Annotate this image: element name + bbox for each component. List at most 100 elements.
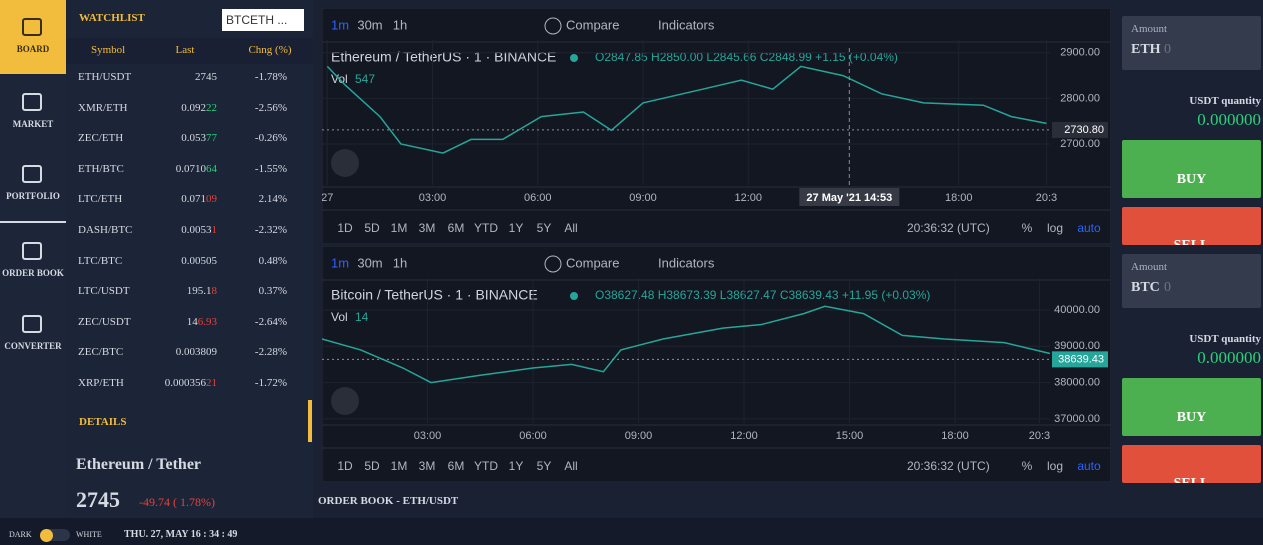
change: -1.78% xyxy=(254,71,287,83)
live-dot xyxy=(570,292,578,300)
range-button: YTD xyxy=(474,221,498,235)
symbol[interactable]: XMR/ETH xyxy=(78,101,128,114)
nav-icon[interactable] xyxy=(22,242,42,260)
watchlist-panel xyxy=(66,0,313,518)
range-button: 1D xyxy=(337,459,353,473)
amount: 0 xyxy=(1164,42,1171,57)
nav-icon[interactable] xyxy=(22,315,42,333)
scrollbar xyxy=(308,400,312,442)
symbol[interactable]: LTC/BTC xyxy=(78,254,123,267)
qty: 0.000000 xyxy=(1197,348,1261,367)
y-tick-label: 40000.00 xyxy=(1054,304,1100,316)
symbol[interactable]: DASH/BTC xyxy=(78,224,133,236)
symbol[interactable]: LTC/ETH xyxy=(78,193,123,206)
symbol[interactable]: ETH/BTC xyxy=(78,162,124,175)
range-button: 1Y xyxy=(509,221,524,235)
nav-label[interactable]: MARKET xyxy=(12,119,54,129)
symbol[interactable]: ZEC/BTC xyxy=(78,346,124,359)
crosshair-label: 27 May '21 14:53 xyxy=(806,192,892,204)
last-price: 0.00505 xyxy=(181,255,217,267)
symbol[interactable]: ETH/USDT xyxy=(78,71,132,83)
tool-button: Indicators xyxy=(658,17,715,32)
toggle-knob[interactable] xyxy=(40,529,53,542)
logo xyxy=(331,149,359,177)
change: -2.56% xyxy=(254,101,287,114)
nav-label[interactable]: BOARD xyxy=(16,44,50,54)
range-button: 5D xyxy=(364,459,380,473)
change: 0.48% xyxy=(258,254,287,267)
buy-button[interactable] xyxy=(1122,140,1261,198)
scale-option: auto xyxy=(1077,459,1101,473)
symbol[interactable]: ZEC/USDT xyxy=(78,315,131,328)
nav-icon[interactable] xyxy=(22,165,42,183)
range-button: 5Y xyxy=(537,221,552,235)
price-main: 0.000356 xyxy=(164,377,206,389)
nav-label[interactable]: CONVERTER xyxy=(4,341,62,351)
volume-value: 547 xyxy=(355,72,375,86)
ohlc: O2847.85 H2850.00 L2845.66 C2848.99 +1.1… xyxy=(595,50,898,64)
chart: 1m 30m 1h Compare Indicators Ethereum / Tethe… xyxy=(322,8,1111,244)
nav-label[interactable]: ORDER BOOK xyxy=(2,268,64,278)
theme-dark[interactable]: DARK xyxy=(9,530,32,539)
nav-icon[interactable] xyxy=(22,18,42,36)
y-tick-label: 39000.00 xyxy=(1054,340,1100,352)
change: -0.26% xyxy=(254,132,287,145)
qty-label: USDT quantity xyxy=(1189,95,1261,107)
range-button: 1M xyxy=(391,221,408,235)
sell-label[interactable]: SELL xyxy=(1122,238,1261,245)
x-tick-label: 15:00 xyxy=(836,430,864,442)
sell-button[interactable] xyxy=(1122,207,1261,245)
buy-label[interactable]: BUY xyxy=(1176,410,1207,425)
symbol[interactable]: XRP/ETH xyxy=(78,377,124,389)
price-main: 0.0710 xyxy=(175,162,206,175)
last-price: 0.071064 xyxy=(176,163,217,175)
price-tail: 77 xyxy=(206,132,217,145)
chart: 1m 30m 1h Compare Indicators Bitcoin / Tether… xyxy=(322,246,1111,482)
price-main: 0.092 xyxy=(181,101,206,114)
last-price-tag xyxy=(1052,121,1108,138)
symbol[interactable]: LTC/USDT xyxy=(78,285,130,298)
price-tail: 22 xyxy=(206,101,217,114)
sell-label[interactable]: SELL xyxy=(1122,476,1261,483)
timeframe: 1m xyxy=(331,255,349,270)
theme-white[interactable]: WHITE xyxy=(76,530,102,539)
x-tick-label: 03:00 xyxy=(419,192,447,204)
search-box[interactable]: BTCETH ... xyxy=(222,9,304,31)
compare-icon xyxy=(544,17,562,35)
crosshair-tag xyxy=(799,188,900,206)
price-tail: 6.93 xyxy=(197,315,217,328)
sell-button[interactable] xyxy=(1122,445,1261,483)
nav-label[interactable]: PORTFOLIO xyxy=(6,191,60,201)
amount-label: Amount xyxy=(1131,23,1168,35)
watchlist-title: WATCHLIST xyxy=(79,12,145,24)
change: -1.72% xyxy=(254,377,287,389)
timeframe: 1m xyxy=(331,17,349,32)
x-tick-label: 20:3 xyxy=(1029,430,1050,442)
x-tick-label: 06:00 xyxy=(524,192,552,204)
buy-label[interactable]: BUY xyxy=(1176,172,1207,187)
asset: ETH xyxy=(1131,42,1161,57)
symbol[interactable]: ZEC/ETH xyxy=(78,132,124,145)
price-tail: 1 xyxy=(211,224,218,236)
y-tick-label: 2800.00 xyxy=(1060,92,1100,104)
x-tick-label: 03:00 xyxy=(414,430,442,442)
last-price-tag xyxy=(1052,351,1108,368)
nav-icon[interactable] xyxy=(22,93,42,111)
amount: 0 xyxy=(1164,280,1171,295)
change: -1.55% xyxy=(254,162,287,175)
change: 2.14% xyxy=(258,193,287,206)
range-button: 6M xyxy=(448,221,465,235)
details-title: DETAILS xyxy=(79,416,127,428)
volume-label: Vol xyxy=(331,310,348,324)
timeframe: 30m xyxy=(357,17,382,32)
buy-button[interactable] xyxy=(1122,378,1261,436)
price-main: 2745 xyxy=(195,71,217,83)
scale-option: log xyxy=(1047,459,1063,473)
price-main: 0.053 xyxy=(181,132,206,145)
price-line xyxy=(322,305,1051,384)
last-price: 146.93 xyxy=(187,316,217,328)
price-main: 0.003809 xyxy=(175,346,217,359)
tool-button: Indicators xyxy=(658,255,715,270)
last-price: 195.18 xyxy=(187,285,217,297)
y-tick-label: 2700.00 xyxy=(1060,138,1100,150)
